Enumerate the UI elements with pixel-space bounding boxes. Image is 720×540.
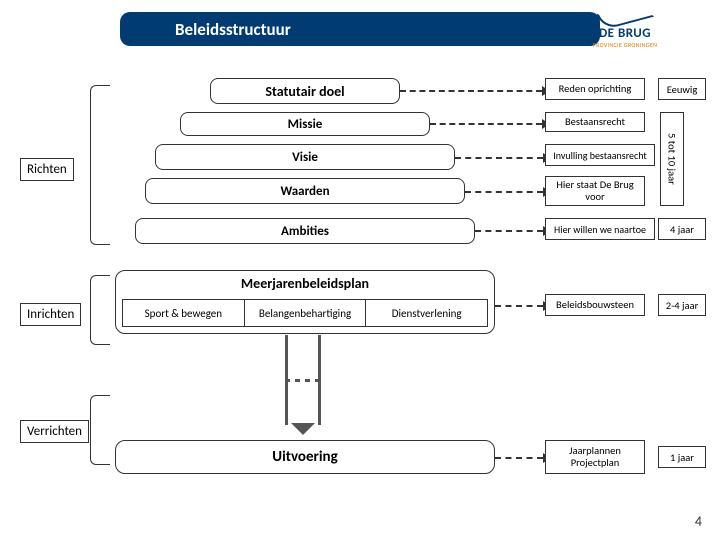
dur-2-4: 2-4 jaar: [658, 294, 706, 316]
connector-statutair: [400, 90, 542, 92]
page-number: 4: [695, 513, 702, 530]
connector-mjp: [495, 305, 543, 307]
connector-missie: [430, 123, 542, 125]
down-arrow-icon: [285, 335, 321, 425]
box-uitvoering: Uitvoering: [115, 440, 495, 474]
logo-text: DE BRUG: [570, 26, 680, 41]
annot-bouwsteen: Beleidsbouwsteen: [545, 294, 645, 316]
brace-richten-icon: [90, 85, 110, 245]
dur-5-10: 5 tot 10 jaar: [660, 112, 684, 206]
mjp-title: Meerjarenbeleidsplan: [116, 275, 494, 292]
box-statutair: Statutair doel: [210, 78, 400, 104]
logo: DE BRUG PROVINCIE GRONINGEN: [570, 6, 680, 54]
box-ambities: Ambities: [135, 218, 475, 244]
mjp-row: Sport & bewegen Belangenbehartiging Dien…: [122, 299, 488, 327]
connector-visie: [455, 157, 543, 159]
mjp-cell-sport: Sport & bewegen: [122, 299, 245, 327]
header-bar: Beleidsstructuur: [120, 12, 600, 46]
logo-subtext: PROVINCIE GRONINGEN: [570, 41, 680, 49]
dur-eeuwig: Eeuwig: [658, 78, 706, 100]
side-label-richten: Richten: [20, 158, 74, 181]
connector-uitvoering: [495, 457, 543, 459]
side-label-verrichten: Verrichten: [20, 420, 89, 443]
brace-verrichten-icon: [90, 395, 110, 465]
box-missie: Missie: [180, 112, 430, 136]
page-title: Beleidsstructuur: [175, 19, 291, 40]
dur-1jaar: 1 jaar: [658, 446, 706, 468]
annot-bestaan: Bestaansrecht: [545, 112, 645, 132]
annot-jaarplannen: Jaarplannen Projectplan: [545, 440, 645, 474]
dur-4jaar: 4 jaar: [658, 218, 706, 240]
annot-invull: Invulling bestaansrecht: [545, 144, 655, 166]
connector-ambities: [475, 230, 543, 232]
box-meerjarenbeleidsplan: Meerjarenbeleidsplan Sport & bewegen Bel…: [115, 270, 495, 334]
box-visie: Visie: [155, 144, 455, 170]
side-label-inrichten: Inrichten: [20, 303, 81, 326]
mjp-cell-belangen: Belangenbehartiging: [245, 299, 367, 327]
annot-reden: Reden oprichting: [545, 78, 645, 100]
connector-waarden: [465, 191, 543, 193]
mjp-cell-dienst: Dienstverlening: [366, 299, 488, 327]
annot-hier-staat: Hier staat De Brug voor: [545, 176, 645, 206]
annot-hier-willen: Hier willen we naartoe: [545, 218, 655, 240]
brace-inrichten-icon: [90, 275, 110, 345]
box-waarden: Waarden: [145, 178, 465, 204]
